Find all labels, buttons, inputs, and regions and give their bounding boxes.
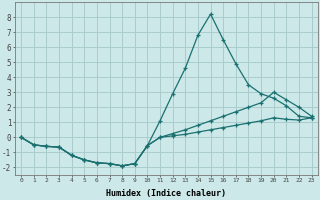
X-axis label: Humidex (Indice chaleur): Humidex (Indice chaleur) — [106, 189, 226, 198]
